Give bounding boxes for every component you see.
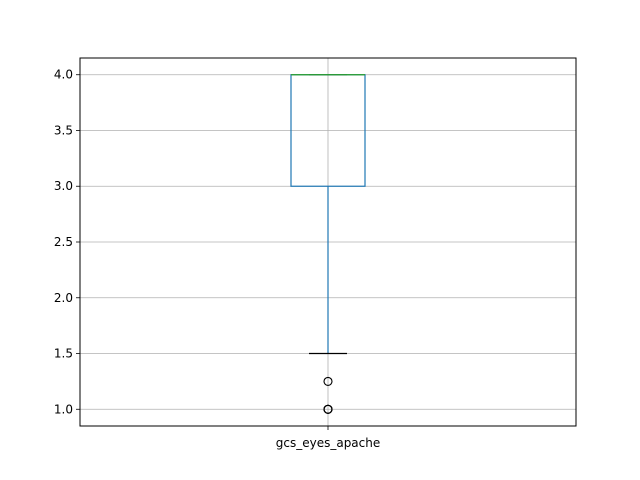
y-tick-label: 1.5 (54, 347, 73, 361)
box-elements (290, 74, 366, 414)
outlier-point (323, 404, 333, 414)
x-tick-label: gcs_eyes_apache (276, 436, 381, 450)
y-tick-label: 2.5 (54, 235, 73, 249)
outlier-point (323, 376, 333, 386)
y-tick-label: 3.0 (54, 179, 73, 193)
y-tick-label: 4.0 (54, 68, 73, 82)
y-tick-label: 3.5 (54, 123, 73, 137)
y-tick-label: 2.0 (54, 291, 73, 305)
axis-ticks: 1.0 1.5 2.0 2.5 3.0 3.5 4.0 gcs_eyes_apache (54, 68, 380, 450)
y-tick-label: 1.0 (54, 402, 73, 416)
